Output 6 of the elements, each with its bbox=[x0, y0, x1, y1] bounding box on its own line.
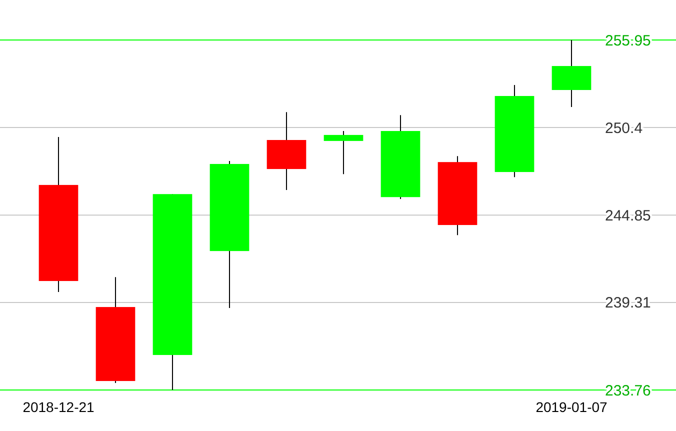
x-tick-label: 2019-01-07 bbox=[536, 399, 608, 415]
x-tick-label: 2018-12-21 bbox=[22, 399, 95, 415]
y-tick-label: 250.4 bbox=[605, 120, 643, 137]
y-tick-label: 239.31 bbox=[605, 294, 651, 312]
candlestick bbox=[324, 130, 364, 175]
y-tick-label: 244.85 bbox=[605, 207, 651, 224]
